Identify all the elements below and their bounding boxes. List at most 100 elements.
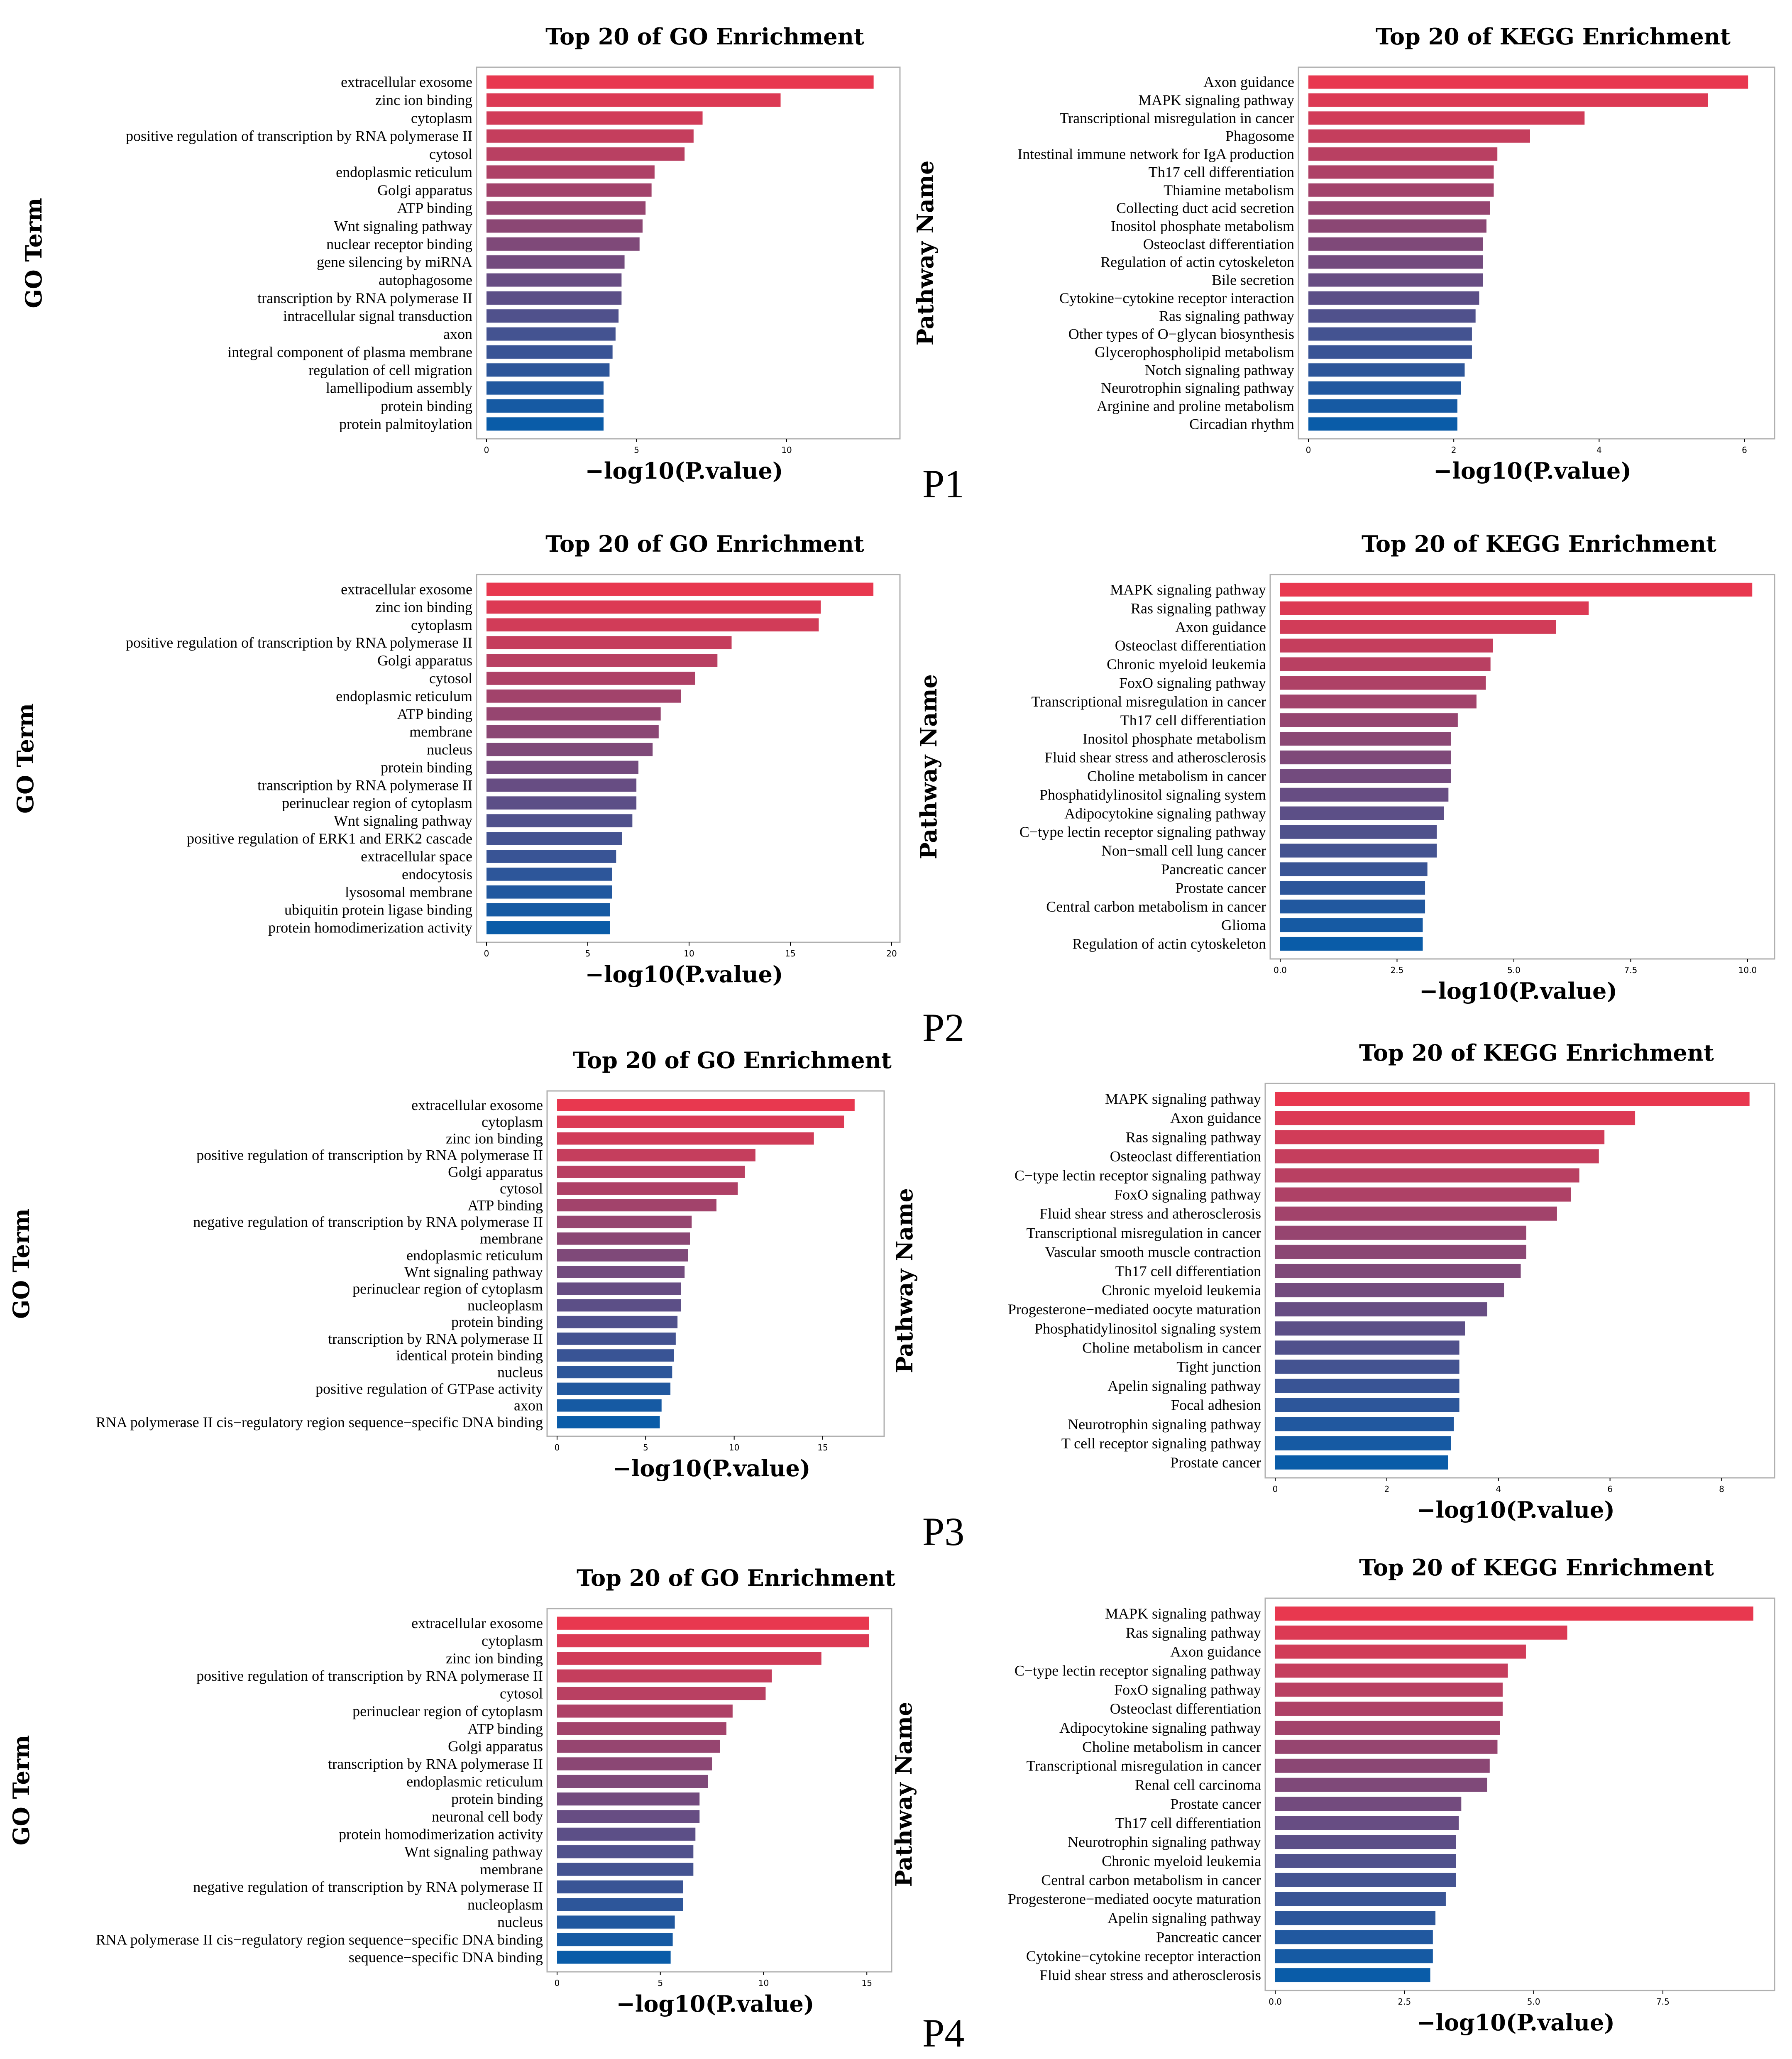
- category-label: autophagosome: [379, 272, 472, 289]
- category-label: Choline metabolism in cancer: [1082, 1739, 1261, 1755]
- bar: [487, 219, 643, 233]
- bar: [557, 1333, 676, 1345]
- bar: [1275, 1663, 1508, 1678]
- bar: [1280, 713, 1458, 727]
- x-tick-label: 5.0: [1527, 1997, 1540, 2007]
- bar: [1275, 1417, 1454, 1431]
- bar: [1275, 1091, 1750, 1106]
- bar: [1280, 638, 1493, 653]
- category-label: extracellular exosome: [411, 1097, 543, 1113]
- bar: [557, 1349, 674, 1362]
- bar: [1280, 900, 1425, 914]
- category-label: Inositol phosphate metabolism: [1083, 731, 1266, 747]
- x-tick-label: 5: [643, 1443, 648, 1453]
- category-label: cytosol: [429, 146, 472, 162]
- category-label: Apelin signaling pathway: [1107, 1910, 1261, 1927]
- bar: [487, 309, 619, 323]
- bar: [557, 1166, 745, 1178]
- x-tick-label: 20: [886, 949, 897, 959]
- x-axis-label: −log10(P.value): [616, 1991, 814, 2017]
- chart-2: Axon guidance MAPK signaling pathway Trans…: [912, 23, 1775, 484]
- x-tick-label: 4: [1496, 1484, 1501, 1494]
- chart-title: Top 20 of GO Enrichment: [545, 531, 864, 557]
- category-label: extracellular exosome: [341, 74, 472, 90]
- category-label: Phosphatidylinositol signaling system: [1039, 786, 1266, 803]
- category-label: ATP binding: [397, 200, 472, 216]
- category-label: Progesterone−mediated oocyte maturation: [1008, 1891, 1261, 1907]
- category-label: endocytosis: [402, 866, 472, 883]
- bar: [1275, 1340, 1460, 1355]
- x-tick-label: 6: [1742, 445, 1747, 455]
- category-label: Osteoclast differentiation: [1110, 1700, 1261, 1717]
- bar: [557, 1951, 671, 1964]
- chart-title: Top 20 of KEGG Enrichment: [1359, 1554, 1714, 1581]
- category-label: Fluid shear stress and atherosclerosis: [1039, 1967, 1261, 1983]
- x-tick-label: 10: [758, 1978, 769, 1988]
- panel-label-p2: P2: [922, 1005, 964, 1050]
- bar: [1275, 1455, 1448, 1470]
- bar: [487, 291, 622, 305]
- y-axis-label: Pathway Name: [912, 161, 939, 346]
- bar: [487, 600, 821, 614]
- category-label: Fluid shear stress and atherosclerosis: [1039, 1206, 1261, 1222]
- category-label: ATP binding: [467, 1197, 543, 1213]
- bar: [557, 1652, 821, 1665]
- category-label: extracellular exosome: [411, 1615, 543, 1631]
- bar: [1280, 918, 1423, 932]
- category-label: positive regulation of transcription by …: [196, 1147, 543, 1164]
- bar: [1275, 1625, 1567, 1640]
- bar: [1280, 620, 1556, 634]
- bar: [1275, 1302, 1487, 1317]
- category-label: Th17 cell differentiation: [1115, 1814, 1261, 1831]
- category-label: Other types of O−glycan biosynthesis: [1068, 326, 1294, 342]
- plot-frame: [476, 574, 901, 943]
- category-label: cytoplasm: [482, 1113, 543, 1130]
- x-tick-label: 5: [634, 445, 639, 455]
- bar: [1275, 1702, 1503, 1716]
- bar: [487, 796, 637, 810]
- category-label: C−type lectin receptor signaling pathway: [1019, 824, 1266, 840]
- bar: [1280, 881, 1425, 895]
- category-label: endoplasmic reticulum: [406, 1247, 543, 1264]
- category-label: protein homodimerization activity: [268, 919, 472, 936]
- x-axis-label: −log10(P.value): [1419, 978, 1617, 1004]
- category-label: Progesterone−mediated oocyte maturation: [1008, 1301, 1261, 1318]
- x-tick-label: 10: [781, 445, 792, 455]
- bar: [1275, 1187, 1571, 1202]
- category-label: sequence−specific DNA binding: [349, 1949, 543, 1966]
- category-label: Neurotrophin signaling pathway: [1101, 380, 1294, 396]
- x-tick-label: 7.5: [1656, 1997, 1670, 2007]
- category-label: endoplasmic reticulum: [336, 688, 472, 704]
- bar: [1280, 769, 1451, 783]
- bar: [557, 1115, 844, 1128]
- bar: [487, 636, 732, 650]
- bar: [1275, 1436, 1451, 1450]
- bar: [1280, 732, 1451, 746]
- bar: [487, 399, 604, 413]
- bar: [1308, 327, 1472, 341]
- bar: [557, 1933, 673, 1947]
- category-label: protein homodimerization activity: [339, 1826, 543, 1842]
- bar: [1308, 345, 1472, 359]
- category-label: membrane: [480, 1230, 543, 1247]
- bar: [557, 1366, 672, 1379]
- bar: [1275, 1360, 1460, 1374]
- category-label: extracellular space: [361, 848, 472, 865]
- category-label: Tight junction: [1176, 1358, 1261, 1375]
- category-label: RNA polymerase II cis−regulatory region …: [96, 1414, 543, 1431]
- category-label: Central carbon metabolism in cancer: [1046, 898, 1266, 915]
- bar: [557, 1704, 733, 1718]
- bar: [557, 1775, 708, 1788]
- bar: [557, 1810, 700, 1823]
- category-label: nucleus: [427, 741, 472, 758]
- category-label: nucleus: [497, 1914, 543, 1930]
- category-label: Phosphatidylinositol signaling system: [1034, 1320, 1261, 1337]
- category-label: MAPK signaling pathway: [1105, 1605, 1261, 1622]
- bar: [557, 1215, 692, 1228]
- category-label: intracellular signal transduction: [283, 308, 472, 324]
- x-tick-label: 5.0: [1507, 965, 1521, 975]
- bar: [1308, 129, 1530, 143]
- category-label: zinc ion binding: [375, 92, 472, 108]
- bar: [1280, 806, 1444, 820]
- category-label: transcription by RNA polymerase II: [257, 777, 472, 793]
